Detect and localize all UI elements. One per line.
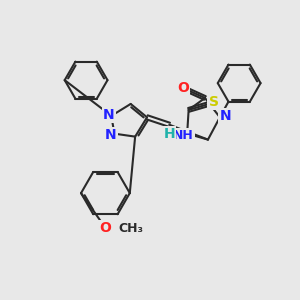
Text: O: O — [177, 81, 189, 95]
Text: S: S — [208, 95, 219, 109]
Text: CH₃: CH₃ — [118, 222, 143, 235]
Text: N: N — [105, 128, 117, 142]
Text: N: N — [103, 108, 115, 122]
Text: NH: NH — [173, 129, 194, 142]
Text: O: O — [99, 221, 111, 236]
Text: H: H — [164, 127, 175, 141]
Text: N: N — [219, 109, 231, 123]
